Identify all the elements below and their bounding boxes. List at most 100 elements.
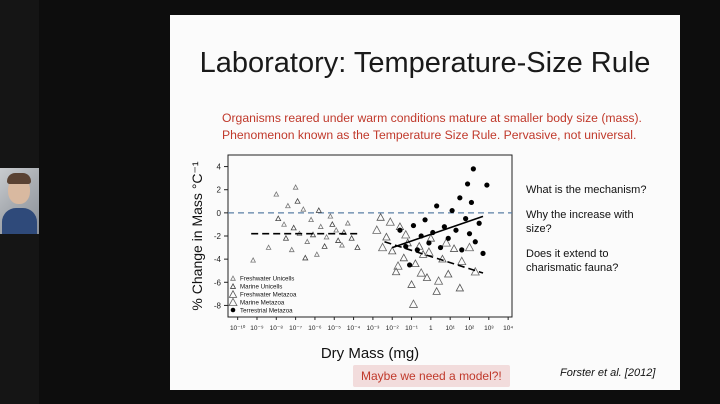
point-terrestrial-metazoa [459, 247, 465, 253]
point-marine-metazoa [457, 256, 467, 266]
point-freshwater-unicells [304, 238, 311, 244]
point-freshwater-metazoa [432, 286, 441, 295]
legend-marker [230, 275, 236, 281]
point-freshwater-unicells [300, 206, 307, 212]
legend-marker [228, 297, 238, 307]
point-freshwater-unicells [292, 184, 299, 190]
point-freshwater-metazoa [438, 254, 447, 263]
x-tick-label: 10⁻⁶ [308, 325, 322, 332]
x-tick-label: 10⁻¹ [405, 325, 419, 332]
point-terrestrial-metazoa [441, 224, 447, 230]
presenter-hair [7, 173, 31, 184]
point-freshwater-metazoa [407, 279, 416, 288]
x-axis-label: Dry Mass (mg) [321, 345, 419, 362]
slide: Laboratory: Temperature-Size Rule Organi… [170, 15, 680, 390]
point-terrestrial-metazoa [463, 216, 469, 222]
point-marine-metazoa [424, 247, 434, 256]
point-terrestrial-metazoa [410, 222, 417, 229]
camera-pane [0, 0, 39, 404]
point-terrestrial-metazoa [464, 181, 471, 187]
point-marine-unicells [309, 231, 317, 238]
point-marine-unicells [294, 197, 301, 204]
point-freshwater-metazoa [449, 244, 459, 252]
point-marine-unicells [329, 220, 336, 227]
point-terrestrial-metazoa [484, 182, 490, 188]
point-terrestrial-metazoa [466, 231, 473, 237]
x-tick-label: 10⁻¹⁰ [230, 324, 246, 332]
point-marine-metazoa [401, 229, 411, 239]
point-terrestrial-metazoa [480, 250, 486, 256]
question-increase: Why the increase with size? [526, 208, 646, 236]
x-tick-label: 10⁻⁹ [250, 325, 264, 332]
point-marine-metazoa [372, 225, 382, 234]
point-marine-metazoa [441, 237, 451, 247]
point-marine-unicells [321, 242, 328, 249]
x-tick-label: 10² [465, 325, 475, 332]
point-freshwater-unicells [344, 220, 351, 226]
x-tick-label: 10⁻³ [366, 325, 380, 332]
point-terrestrial-metazoa [472, 239, 478, 245]
point-freshwater-metazoa [455, 283, 465, 292]
point-freshwater-unicells [273, 191, 280, 197]
trend-line-metazoa-fit-down [384, 241, 484, 274]
point-marine-unicells [290, 224, 297, 231]
point-marine-unicells [348, 234, 355, 241]
y-tick-label: -4 [214, 255, 222, 264]
point-marine-metazoa [470, 266, 480, 276]
point-marine-metazoa [433, 276, 444, 285]
legend-marker [229, 283, 237, 289]
point-freshwater-metazoa [376, 212, 385, 221]
question-fauna-line-2: charismatic fauna? [526, 262, 619, 274]
temperature-size-chart: -8 -6 -4 -2 0 2 4 10⁻¹⁰ 10⁻⁹ 10⁻⁸ 10⁻⁷ 10⁻⁶ 10⁻⁵ 10⁻⁴… [189, 154, 513, 362]
point-marine-metazoa [408, 299, 419, 308]
question-list: What is the mechanism? Why the increase … [526, 183, 646, 286]
point-freshwater-unicells [250, 257, 257, 263]
point-freshwater-unicells [281, 221, 287, 227]
point-freshwater-metazoa [391, 267, 401, 276]
presenter-video-thumbnail[interactable] [0, 168, 39, 234]
point-freshwater-metazoa [382, 232, 391, 241]
point-terrestrial-metazoa [468, 199, 475, 206]
point-terrestrial-metazoa [453, 227, 459, 233]
legend-label: Marine Unicells [240, 284, 282, 291]
point-marine-metazoa [416, 267, 426, 277]
point-terrestrial-metazoa [407, 262, 413, 268]
point-terrestrial-metazoa [403, 243, 409, 250]
point-freshwater-unicells [265, 244, 272, 250]
model-callout: Maybe we need a model?! [353, 365, 510, 387]
point-freshwater-unicells [313, 251, 320, 257]
point-marine-metazoa [377, 242, 388, 252]
point-terrestrial-metazoa [434, 203, 440, 209]
point-terrestrial-metazoa [397, 227, 403, 233]
x-tick-label: 10⁻⁸ [270, 325, 284, 332]
y-axis-label: % Change in Mass °C⁻¹ [189, 161, 205, 310]
point-marine-unicells [334, 237, 342, 243]
legend-marker [230, 307, 236, 313]
y-tick-label: 2 [217, 186, 222, 195]
point-marine-metazoa [464, 242, 475, 252]
y-tick-label: 0 [217, 209, 222, 218]
x-tick-label: 1 [429, 325, 433, 332]
presenter-shirt [2, 208, 37, 234]
x-tick-label: 10⁻² [386, 325, 400, 332]
point-terrestrial-metazoa [426, 240, 432, 246]
point-marine-unicells [282, 234, 290, 241]
point-freshwater-unicells [333, 226, 340, 233]
point-freshwater-unicells [284, 202, 291, 209]
point-marine-unicells [354, 244, 361, 250]
y-tick-label: -2 [214, 232, 222, 241]
legend-label: Terrestrial Metazoa [240, 308, 293, 315]
point-marine-metazoa [385, 217, 395, 226]
point-marine-unicells [315, 207, 322, 213]
x-tick-label: 10⁻⁵ [328, 325, 342, 332]
point-terrestrial-metazoa [437, 244, 444, 251]
point-terrestrial-metazoa [422, 217, 428, 223]
question-increase-line-1: Why the increase with [526, 209, 634, 221]
point-marine-unicells [275, 215, 282, 221]
point-marine-metazoa [393, 261, 403, 270]
x-tick-label: 10⁻⁷ [289, 325, 303, 332]
point-freshwater-metazoa [411, 259, 420, 268]
point-freshwater-unicells [327, 213, 334, 219]
subtitle-line-1: Organisms reared under warm conditions m… [222, 111, 642, 125]
point-freshwater-unicells [317, 223, 324, 229]
